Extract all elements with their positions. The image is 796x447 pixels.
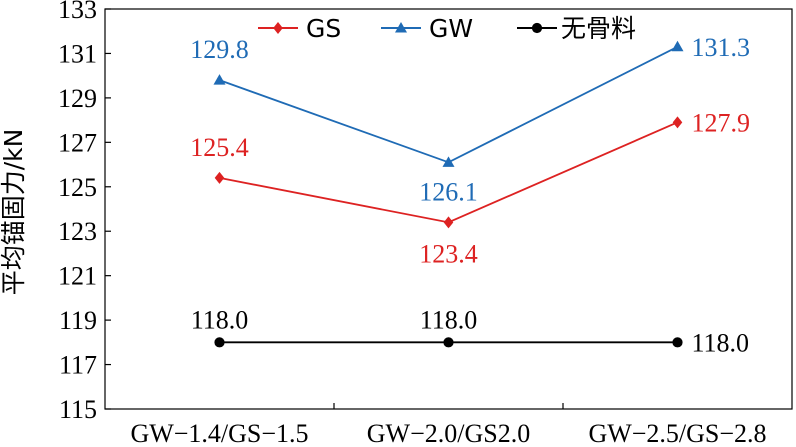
legend: GS GW 无骨料 [258,14,636,43]
legend-label: GS [306,14,341,43]
data-point [672,116,683,129]
series-line [219,121,678,224]
data-point [214,171,225,184]
data-point [214,337,225,348]
y-axis-title: 平均锚固力/kN [0,129,28,296]
data-label: 118.0 [420,305,478,334]
x-tick-label: GW−2.5/GS−2.8 [588,419,766,447]
data-label: 127.9 [692,108,751,137]
data-label: 118.0 [191,305,249,334]
y-tick-label: 131 [58,39,97,68]
y-tick-label: 133 [58,0,97,24]
legend-label: 无骨料 [561,14,636,43]
legend-item: GW [381,14,473,43]
legend-marker [273,22,283,34]
data-point [672,337,683,348]
x-tick-label: GW−1.4/GS−1.5 [130,419,308,447]
y-tick-label: 115 [59,395,97,424]
data-point [443,337,454,348]
data-point [443,216,454,229]
data-point [442,156,455,167]
data-label: 129.8 [190,35,249,64]
y-tick-label: 127 [58,128,97,157]
data-label: 126.1 [419,177,478,206]
series-gs: 125.4 123.4 127.9 [190,108,750,268]
data-point [671,40,684,52]
series-layer: 118.0 118.0 118.0 125.4 123.4 127.9 129.8 126.1… [190,33,750,358]
y-tick-label: 129 [58,84,97,113]
legend-label: GW [429,14,473,43]
y-tick-label: 125 [58,173,97,202]
plot-frame [104,8,793,410]
data-label: 131.3 [692,33,751,62]
y-tick-label: 119 [59,306,97,335]
legend-marker [395,22,407,33]
data-label: 123.4 [419,239,478,268]
x-tick-label: GW−2.0/GS2.0 [367,419,530,447]
y-tick-label: 123 [58,217,97,246]
data-label: 125.4 [190,133,249,162]
series-no-aggregate: 118.0 118.0 118.0 [191,305,749,357]
legend-item: 无骨料 [517,14,636,43]
axes: 115 117 119 121 123 125 127 129 131 133 GW−1.4/GS−… [58,0,793,447]
legend-item: GS [258,14,341,43]
series-gw: 129.8 126.1 131.3 [190,33,750,207]
data-point [213,74,226,85]
y-tick-label: 117 [59,351,97,380]
data-label: 118.0 [692,328,750,357]
y-tick-label: 121 [58,262,97,291]
legend-marker [531,22,543,34]
series-line [219,45,678,164]
